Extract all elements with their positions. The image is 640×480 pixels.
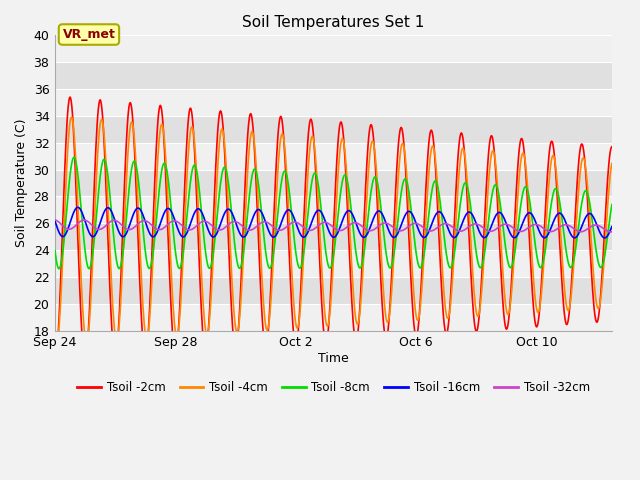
Bar xyxy=(55,250,612,277)
Title: Soil Temperatures Set 1: Soil Temperatures Set 1 xyxy=(243,15,424,30)
Y-axis label: Soil Temperature (C): Soil Temperature (C) xyxy=(15,119,28,247)
Legend: Tsoil -2cm, Tsoil -4cm, Tsoil -8cm, Tsoil -16cm, Tsoil -32cm: Tsoil -2cm, Tsoil -4cm, Tsoil -8cm, Tsoi… xyxy=(72,376,595,398)
Bar xyxy=(55,143,612,169)
Bar xyxy=(55,196,612,223)
Bar xyxy=(55,304,612,331)
Bar xyxy=(55,277,612,304)
Bar xyxy=(55,223,612,250)
X-axis label: Time: Time xyxy=(318,352,349,365)
Text: VR_met: VR_met xyxy=(63,28,115,41)
Bar xyxy=(55,62,612,89)
Bar xyxy=(55,89,612,116)
Bar xyxy=(55,169,612,196)
Bar xyxy=(55,36,612,62)
Bar xyxy=(55,116,612,143)
